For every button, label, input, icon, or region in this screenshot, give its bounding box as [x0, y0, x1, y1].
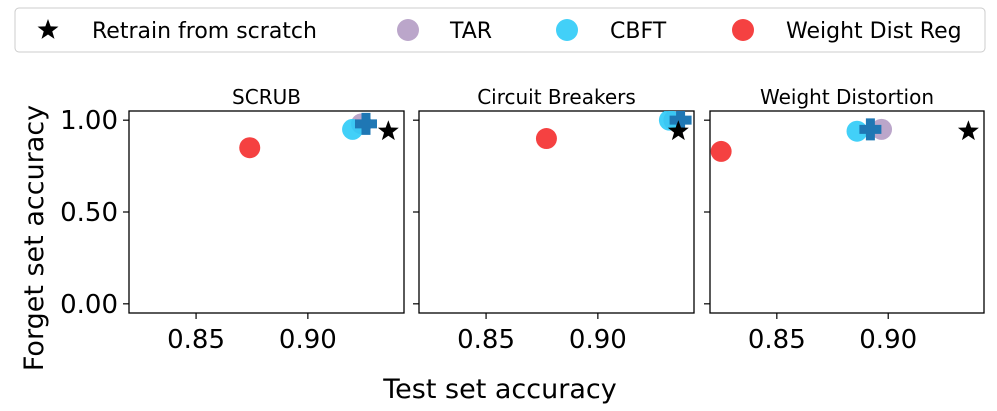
x-tick-label: 0.85: [748, 325, 806, 355]
legend-label-retrain: Retrain from scratch: [92, 19, 317, 44]
panel-3: Weight Distortion 0.85 0.90: [704, 85, 985, 355]
point-weight_dist_reg: [239, 137, 261, 159]
legend-label-weight_dist_reg: Weight Dist Reg: [786, 19, 962, 44]
y-axis-label: Forget set accuracy: [19, 105, 50, 371]
x-tick-label: 0.85: [167, 325, 225, 355]
point-original-plus-icon: [669, 111, 692, 132]
point-weight_dist_reg: [535, 128, 557, 150]
legend: Retrain from scratch TAR CBFT Weight Dist R…: [14, 7, 986, 53]
panel-title: Weight Distortion: [760, 85, 934, 109]
points-layer: [710, 118, 979, 162]
point-retrain-star-icon: [377, 120, 399, 141]
legend-frame: [14, 7, 986, 53]
y-tick-label: 0.00: [60, 290, 118, 320]
x-tick-label: 0.90: [859, 325, 917, 355]
point-original-plus-icon: [859, 118, 882, 141]
plot-frame: [128, 110, 405, 314]
y-tick-label: 0.50: [60, 198, 118, 228]
panel-2: Circuit Breakers 0.85 0.90: [413, 85, 695, 355]
legend-circle-icon-tar: [397, 19, 419, 41]
panel-title: SCRUB: [232, 85, 301, 109]
points-layer: [535, 111, 692, 150]
legend-circle-icon-weight_dist_reg: [732, 19, 754, 41]
point-weight_dist_reg: [710, 140, 732, 162]
panel-1: SCRUB 0.85 0.90 0.00 0.50 1.00: [60, 85, 405, 355]
x-tick-label: 0.90: [279, 325, 337, 355]
point-tar: [871, 118, 893, 140]
legend-circle-icon-cbft: [556, 19, 578, 41]
legend-label-cbft: CBFT: [610, 19, 667, 44]
point-original-plus-icon: [354, 112, 377, 135]
plot-frame: [709, 110, 985, 314]
panels: SCRUB 0.85 0.90 0.00 0.50 1.00 Circuit Breaker…: [60, 85, 985, 355]
y-tick-label: 1.00: [60, 106, 118, 136]
panel-title: Circuit Breakers: [477, 85, 636, 109]
legend-star-icon: [37, 19, 59, 39]
legend-label-tar: TAR: [449, 19, 492, 44]
points-layer: [239, 112, 399, 159]
x-tick-label: 0.85: [457, 325, 515, 355]
x-tick-label: 0.90: [569, 325, 627, 355]
point-retrain-star-icon: [667, 120, 689, 141]
point-retrain-star-icon: [957, 120, 979, 141]
x-axis-label: Test set accuracy: [382, 374, 616, 405]
